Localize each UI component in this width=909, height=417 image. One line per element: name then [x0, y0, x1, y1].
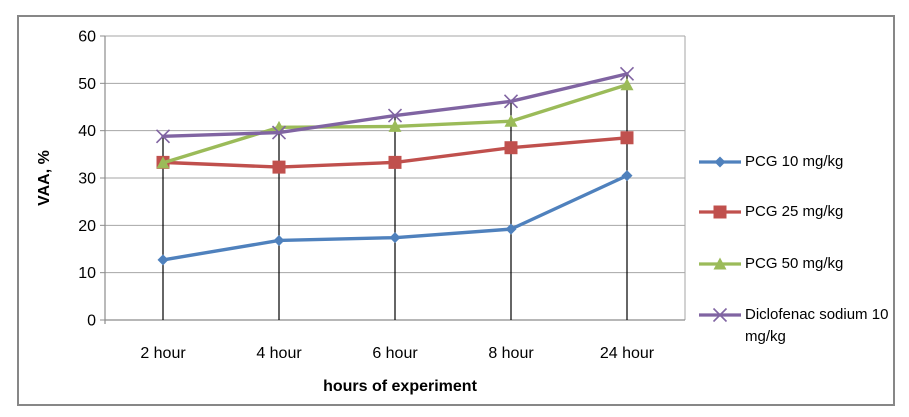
- marker-diamond: [273, 234, 285, 246]
- legend-item-3: PCG 50 mg/kg: [698, 253, 843, 275]
- marker-diamond: [157, 254, 169, 266]
- y-tick-label: 0: [87, 313, 96, 330]
- legend-item-4: Diclofenac sodium 10 mg/kg: [698, 304, 903, 348]
- marker-triangle: [713, 257, 727, 270]
- marker-diamond: [621, 170, 633, 182]
- marker-x: [619, 66, 635, 81]
- legend-label: PCG 25 mg/kg: [745, 203, 844, 220]
- x-category-label: 2 hour: [140, 345, 186, 362]
- y-tick-label: 40: [78, 123, 96, 140]
- y-tick-label: 60: [78, 29, 96, 46]
- marker-triangle: [620, 78, 634, 91]
- marker-diamond: [505, 223, 517, 235]
- marker-square: [388, 155, 402, 169]
- marker-x: [155, 129, 171, 144]
- marker-triangle: [388, 119, 402, 132]
- marker-diamond: [714, 156, 726, 168]
- marker-x: [503, 94, 519, 109]
- legend-label: PCG 10 mg/kg: [745, 153, 844, 170]
- y-axis-title: VAA, %: [36, 150, 53, 206]
- marker-triangle: [156, 156, 170, 169]
- x-axis-title: hours of experiment: [323, 378, 477, 395]
- x-category-label: 8 hour: [488, 345, 534, 362]
- marker-square: [620, 131, 634, 145]
- legend-marker-triangle: [699, 257, 741, 270]
- x-category-label: 4 hour: [256, 345, 302, 362]
- y-tick-label: 30: [78, 171, 96, 188]
- legend-item-2: PCG 25 mg/kg: [698, 201, 843, 223]
- marker-x: [271, 125, 287, 140]
- y-tick-label: 20: [78, 218, 96, 235]
- x-category-label: 6 hour: [372, 345, 418, 362]
- legend-marker-diamond: [699, 156, 741, 168]
- marker-x: [387, 108, 403, 123]
- figure-border: [17, 15, 895, 406]
- y-tick-label: 50: [78, 76, 96, 93]
- legend-marker-x: [699, 307, 741, 323]
- marker-square: [504, 141, 518, 155]
- legend-label: PCG 50 mg/kg: [745, 255, 844, 272]
- legend-marker-square: [699, 205, 741, 219]
- marker-square: [713, 205, 727, 219]
- y-tick-label: 10: [78, 265, 96, 282]
- marker-square: [272, 160, 286, 174]
- marker-x: [712, 307, 728, 323]
- marker-triangle: [504, 114, 518, 127]
- legend-item-1: PCG 10 mg/kg: [698, 151, 843, 173]
- x-category-label: 24 hour: [600, 345, 655, 362]
- legend-label: Diclofenac sodium 10 mg/kg: [745, 306, 889, 345]
- marker-diamond: [389, 232, 401, 244]
